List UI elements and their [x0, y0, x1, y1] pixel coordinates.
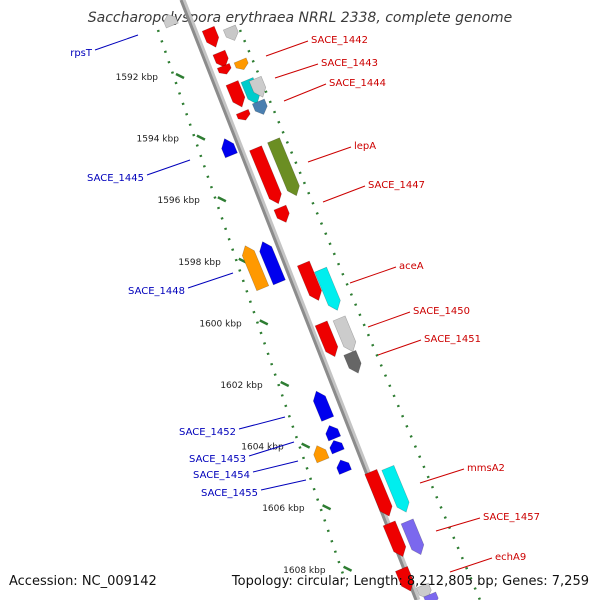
forward-gene — [381, 464, 410, 513]
ruler-tick — [217, 196, 227, 203]
reverse-gene — [325, 425, 342, 442]
ruler-tick-label: 1608 kbp — [283, 566, 326, 576]
forward-gene-label: SACE_1444 — [329, 78, 386, 89]
reverse-gene-leader — [94, 34, 139, 51]
ruler-tick-label: 1594 kbp — [137, 135, 180, 145]
reverse-gene-leader — [146, 159, 191, 176]
reverse-gene-label: SACE_1453 — [189, 454, 246, 465]
forward-gene — [415, 582, 432, 599]
reverse-gene-label: SACE_1448 — [128, 286, 185, 297]
forward-gene-leader — [367, 311, 411, 328]
forward-gene — [216, 62, 232, 75]
reverse-gene-label: SACE_1445 — [87, 173, 144, 184]
reverse-gene-leader — [238, 416, 286, 430]
reverse-gene-label: SACE_1452 — [179, 427, 236, 438]
ruler-tick — [280, 380, 290, 388]
ruler-tick-label: 1606 kbp — [262, 504, 305, 514]
forward-gene-leader — [283, 83, 327, 102]
forward-gene — [222, 24, 239, 41]
forward-gene-label: SACE_1447 — [368, 180, 425, 191]
reverse-gene-label: rpsT — [70, 48, 93, 59]
forward-gene-label: echA9 — [495, 552, 526, 563]
forward-gene — [233, 57, 249, 70]
forward-gene — [382, 520, 407, 558]
forward-gene-leader — [419, 468, 465, 484]
topology-label: Topology: circular; Length: 8,212,805 bp… — [231, 574, 589, 589]
forward-gene-label: mmsA2 — [467, 463, 505, 474]
forward-gene — [400, 518, 425, 556]
forward-gene-leader — [274, 63, 319, 79]
accession-label: Accession: NC_009142 — [9, 574, 157, 589]
reverse-gene-leader — [187, 272, 234, 289]
forward-gene — [314, 266, 341, 311]
reverse-gene — [336, 459, 352, 475]
forward-gene-label: SACE_1451 — [424, 334, 481, 345]
ruler-tick-label: 1596 kbp — [157, 196, 200, 206]
reverse-strand-track — [156, 29, 347, 581]
reverse-gene — [163, 14, 179, 29]
ruler-tick-label: 1600 kbp — [199, 319, 242, 329]
forward-gene-label: SACE_1443 — [321, 58, 378, 69]
forward-gene-leader — [307, 146, 352, 163]
ruler-tick — [322, 504, 332, 511]
forward-gene — [225, 80, 246, 108]
ruler-tick-label: 1592 kbp — [116, 73, 159, 83]
forward-gene-label: SACE_1450 — [413, 306, 470, 317]
forward-gene-leader — [322, 185, 366, 203]
forward-gene-leader — [449, 557, 493, 573]
forward-gene — [235, 108, 251, 121]
forward-gene — [267, 137, 300, 197]
reverse-gene-label: SACE_1454 — [193, 470, 250, 481]
ruler-tick — [342, 565, 353, 572]
reverse-gene — [313, 445, 330, 464]
forward-gene-leader — [265, 40, 309, 57]
ruler-tick — [196, 134, 206, 141]
reverse-gene-leader — [252, 460, 299, 473]
reverse-gene — [312, 390, 335, 422]
ruler-tick-label: 1598 kbp — [178, 258, 221, 268]
ruler-tick-label: 1602 kbp — [220, 381, 263, 391]
ruler-tick — [301, 442, 311, 449]
reverse-gene — [241, 245, 270, 292]
ruler-tick — [259, 319, 269, 326]
reverse-gene — [221, 138, 238, 159]
forward-gene — [248, 75, 267, 98]
forward-gene — [314, 320, 339, 358]
forward-strand-track — [238, 29, 482, 600]
forward-gene — [423, 591, 439, 600]
reverse-gene — [259, 241, 286, 286]
forward-gene — [212, 49, 229, 68]
forward-gene — [296, 260, 322, 301]
forward-gene-label: lepA — [354, 141, 376, 152]
forward-gene — [273, 204, 290, 223]
forward-gene — [251, 98, 268, 115]
forward-gene — [343, 349, 362, 374]
reverse-gene — [329, 440, 345, 455]
forward-gene-leader — [377, 339, 422, 356]
forward-gene — [395, 566, 414, 592]
forward-gene-label: SACE_1442 — [311, 35, 368, 46]
reverse-gene-label: SACE_1455 — [201, 488, 258, 499]
reverse-gene-leader — [248, 441, 295, 457]
forward-gene-leader — [435, 517, 481, 532]
reverse-gene-leader — [260, 479, 307, 491]
forward-gene — [249, 145, 282, 205]
forward-gene — [364, 468, 393, 517]
forward-gene-label: aceA — [399, 261, 424, 272]
forward-gene — [332, 315, 357, 353]
forward-gene-label: SACE_1457 — [483, 512, 540, 523]
forward-gene-leader — [349, 266, 397, 284]
ruler-tick-label: 1604 kbp — [241, 443, 284, 453]
ruler-tick — [175, 72, 185, 80]
forward-gene — [201, 25, 220, 48]
